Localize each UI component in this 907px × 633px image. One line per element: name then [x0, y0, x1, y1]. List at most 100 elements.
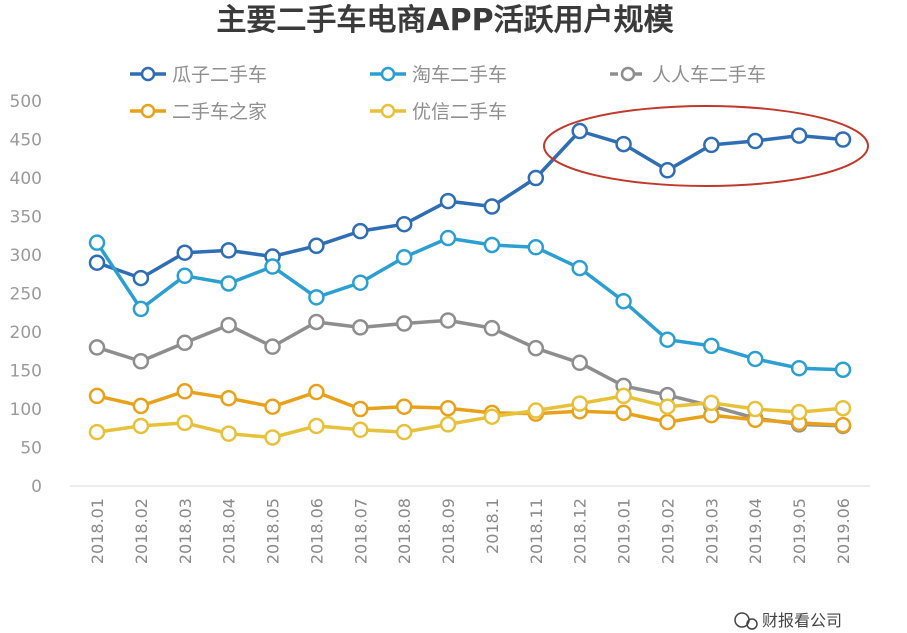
- data-point: [615, 404, 632, 422]
- data-point: [176, 267, 194, 285]
- data-point: [527, 339, 545, 357]
- x-tick-label: 2018.08: [395, 498, 414, 564]
- data-point: [220, 389, 237, 407]
- series-group: [88, 122, 852, 446]
- data-point: [88, 254, 106, 271]
- legend-label: 瓜子二手车: [172, 64, 267, 86]
- data-point: [659, 398, 676, 415]
- data-point: [220, 425, 237, 442]
- series-二手车之家: [88, 383, 852, 434]
- data-point: [220, 316, 237, 334]
- data-point: [483, 408, 501, 425]
- data-point: [834, 399, 852, 417]
- data-point: [790, 127, 808, 144]
- y-tick-label: 0: [31, 477, 42, 497]
- x-tick-label: 2018.06: [307, 498, 326, 564]
- data-point: [439, 312, 457, 329]
- data-point: [220, 242, 237, 259]
- x-tick-label: 2019.02: [658, 498, 677, 564]
- x-tick-label: 2019.05: [790, 498, 809, 564]
- data-point: [176, 383, 194, 400]
- data-point: [615, 292, 632, 310]
- x-tick-label: 2018.12: [571, 498, 590, 564]
- watermark: 财报看公司: [734, 611, 842, 630]
- data-point: [132, 353, 150, 370]
- data-point: [88, 339, 106, 356]
- data-point: [527, 169, 545, 187]
- data-point: [395, 315, 413, 332]
- data-point: [220, 275, 237, 292]
- series-瓜子二手车: [88, 122, 852, 287]
- data-point: [264, 429, 281, 446]
- legend-label: 优信二手车: [412, 101, 507, 123]
- y-tick-label: 400: [10, 169, 42, 189]
- data-point: [176, 244, 194, 261]
- data-point: [88, 423, 106, 441]
- x-tick-label: 2018.07: [351, 498, 370, 564]
- legend-swatch-marker: [380, 103, 396, 119]
- data-point: [483, 198, 501, 215]
- data-point: [439, 416, 457, 433]
- data-point: [834, 416, 852, 434]
- legend-item: 二手车之家: [130, 101, 267, 123]
- x-tick-label: 2018.02: [132, 498, 151, 564]
- data-point: [790, 359, 808, 377]
- legend-swatch-marker: [620, 66, 636, 82]
- series-line: [95, 236, 844, 372]
- series-line: [96, 129, 844, 280]
- y-tick-label: 200: [10, 323, 42, 343]
- data-point: [703, 337, 720, 355]
- legend-item: 优信二手车: [370, 101, 507, 123]
- data-point: [308, 289, 325, 306]
- data-point: [132, 269, 150, 287]
- data-point: [659, 162, 676, 179]
- y-tick-label: 150: [10, 362, 42, 382]
- data-point: [352, 400, 369, 418]
- data-point: [615, 135, 632, 153]
- data-point: [439, 229, 457, 247]
- legend-label: 二手车之家: [172, 101, 267, 123]
- y-tick-label: 50: [20, 439, 42, 459]
- x-axis: 2018.01 2018.02 2018.03 2018.04 2018.05 2018.…: [70, 485, 870, 564]
- data-point: [571, 354, 588, 372]
- x-tick-label: 2019.06: [834, 498, 853, 564]
- data-point: [527, 402, 545, 419]
- data-point: [88, 387, 106, 405]
- data-point: [439, 192, 457, 210]
- x-tick-label: 2018.05: [264, 498, 283, 564]
- wechat-icon: [734, 612, 758, 630]
- y-tick-label: 100: [10, 400, 42, 420]
- legend-swatch-marker: [140, 103, 156, 119]
- data-point: [834, 361, 852, 378]
- data-point: [308, 313, 325, 331]
- y-tick-label: 500: [10, 92, 42, 112]
- data-point: [395, 215, 413, 233]
- data-point: [395, 398, 413, 415]
- data-point: [132, 397, 150, 415]
- y-tick-label: 350: [10, 208, 42, 228]
- data-point: [527, 239, 545, 256]
- x-tick-label: 2019.04: [746, 498, 765, 564]
- data-point: [352, 319, 369, 336]
- y-axis: 0 50 100 150 200 250 300 350 400 450 500: [10, 92, 42, 497]
- data-point: [790, 403, 808, 421]
- y-tick-label: 300: [10, 246, 42, 266]
- data-point: [834, 131, 852, 148]
- data-point: [88, 234, 106, 251]
- data-point: [176, 414, 194, 432]
- data-point: [703, 136, 720, 154]
- highlight-ellipse: [543, 105, 869, 187]
- data-point: [352, 274, 369, 291]
- legend-swatch-marker: [380, 66, 396, 82]
- data-point: [703, 394, 720, 412]
- y-tick-label: 250: [10, 285, 42, 305]
- legend-label: 人人车二手车: [652, 64, 766, 86]
- data-point: [746, 350, 764, 368]
- data-point: [615, 387, 632, 405]
- series-淘车二手车: [88, 229, 852, 378]
- legend-item: 人人车二手车: [610, 64, 766, 86]
- x-tick-label: 2018.01: [88, 498, 107, 564]
- series-优信二手车: [88, 387, 852, 446]
